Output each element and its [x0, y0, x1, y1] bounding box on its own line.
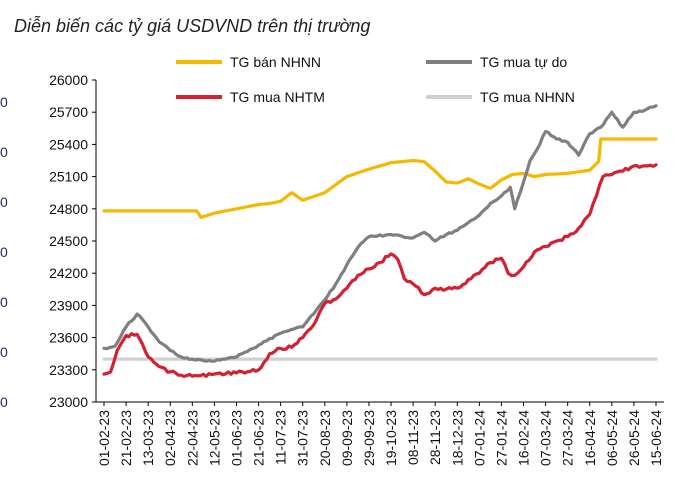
- left-stub-label: 0: [0, 94, 8, 110]
- x-tick-label: 20-08-23: [317, 410, 333, 466]
- x-tick-label: 01-02-23: [96, 410, 112, 466]
- y-tick-label: 24200: [49, 265, 88, 281]
- x-tick-label: 01-06-23: [228, 410, 244, 466]
- x-tick-label: 26-05-24: [626, 410, 642, 466]
- y-tick-label: 25100: [49, 169, 88, 185]
- series-line-tg-mua-tự-do: [102, 104, 658, 363]
- legend-label: TG mua tự do: [480, 54, 567, 70]
- x-tick-label: 06-05-24: [604, 410, 620, 466]
- left-stub-label: 0: [0, 394, 8, 410]
- series-line-tg-bán-nhnn: [102, 137, 658, 219]
- legend-label: TG bán NHNN: [230, 54, 321, 70]
- y-tick-label: 23000: [49, 394, 88, 410]
- left-stub-label: 0: [0, 244, 8, 260]
- x-tick-label: 08-11-23: [405, 410, 421, 465]
- x-tick-label: 21-02-23: [118, 410, 134, 466]
- y-tick-label: 24500: [49, 233, 88, 249]
- left-stub-label: 0: [0, 144, 8, 160]
- y-tick-label: 24800: [49, 201, 88, 217]
- y-tick-label: 26000: [49, 72, 88, 88]
- series-line-tg-mua-nhtm: [102, 163, 658, 378]
- y-tick-label: 25700: [49, 104, 88, 120]
- x-tick-label: 13-03-23: [140, 410, 156, 466]
- y-tick-label: 23300: [49, 362, 88, 378]
- x-tick-label: 07-01-24: [471, 410, 487, 466]
- x-tick-label: 31-07-23: [295, 410, 311, 466]
- x-tick-label: 07-03-24: [538, 410, 554, 466]
- x-tick-label: 21-06-23: [251, 410, 267, 466]
- y-tick-label: 23900: [49, 297, 88, 313]
- x-tick-label: 29-09-23: [361, 410, 377, 466]
- chart-title: Diễn biến các tỷ giá USDVND trên thị trư…: [14, 16, 371, 36]
- legend-label: TG mua NHTM: [230, 89, 325, 105]
- x-tick-label: 09-09-23: [339, 410, 355, 466]
- x-tick-label: 16-04-24: [582, 410, 598, 466]
- x-tick-label: 28-11-23: [427, 410, 443, 465]
- y-tick-label: 25400: [49, 136, 88, 152]
- left-stub-label: 0: [0, 194, 8, 210]
- x-tick-label: 11-07-23: [273, 410, 289, 465]
- x-tick-label: 12-05-23: [206, 410, 222, 466]
- x-tick-label: 18-12-23: [449, 410, 465, 466]
- left-stub-label: 0: [0, 294, 8, 310]
- left-stub-label: 0: [0, 344, 8, 360]
- x-tick-label: 22-04-23: [184, 410, 200, 466]
- x-tick-label: 02-04-23: [162, 410, 178, 466]
- x-tick-label: 27-01-24: [493, 410, 509, 466]
- legend-label: TG mua NHNN: [480, 89, 575, 105]
- y-tick-label: 23600: [49, 330, 88, 346]
- x-tick-label: 16-02-24: [516, 410, 532, 466]
- x-tick-label: 19-10-23: [383, 410, 399, 466]
- x-tick-label: 15-06-24: [648, 410, 664, 466]
- x-tick-label: 27-03-24: [560, 410, 576, 466]
